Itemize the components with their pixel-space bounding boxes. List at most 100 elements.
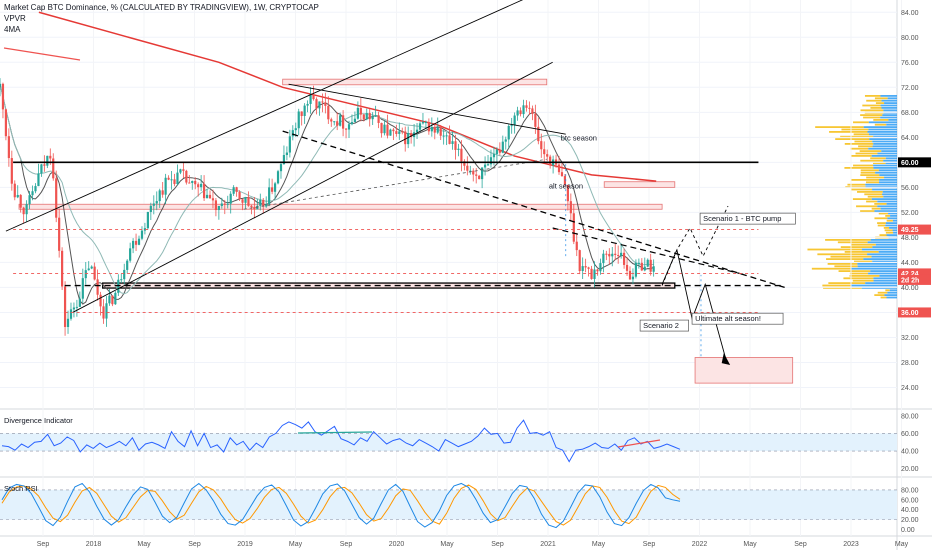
vpvr-bar-down [868,147,897,150]
candle-body [318,101,321,109]
candle-body [282,155,286,165]
vpvr-bar-down [885,224,897,227]
candle-body [96,279,99,295]
candle-body [288,136,291,153]
dashed-trendline-main [282,130,785,289]
vpvr-bar-up [829,131,868,133]
vpvr-bar-up [850,147,869,150]
candle-body [395,131,398,134]
vpvr-bar-down [865,282,897,284]
candle-body [344,128,348,130]
candle-body [25,204,28,215]
y-tick-label: 60.00 [901,497,919,504]
divergence-segment [3,47,81,61]
candle-body [448,135,451,144]
candle-body [549,156,552,166]
candle-body [481,167,484,180]
candle-body [297,111,300,129]
vpvr-bar-up [864,95,881,97]
candle-body [504,139,507,142]
vpvr-bar-down [882,114,897,116]
vpvr-bar-down [873,143,897,145]
ma-label: 4MA [4,25,21,34]
candle-body [19,194,22,208]
vpvr-bar-up [884,229,893,232]
candle-body [4,109,8,137]
vpvr-bar-up [807,248,862,251]
vpvr-bar-down [880,104,897,107]
y-tick-label: 56.00 [901,185,919,192]
vpvr-bar-up [860,159,884,162]
divergence-line [1,419,681,463]
vpvr-bar-down [870,239,897,241]
candle-body [336,121,339,126]
candle-body [617,254,620,256]
candle-body [383,124,386,134]
chart-title: Market Cap BTC Dominance, % (CALCULATED … [4,3,319,12]
vpvr-bar-down [881,150,897,152]
candle-body [522,105,525,115]
vpvr-bar-up [885,215,891,217]
candle-body [134,240,138,245]
candle-body [220,203,223,206]
candle-body [584,266,587,268]
candle-body [46,155,49,166]
candle-body [333,121,336,123]
stoch-title: Stoch RSI [4,484,38,493]
candle-body [244,197,247,203]
candle-body [418,123,422,130]
y-tick-label: 32.00 [901,335,919,342]
vpvr-bar-up [860,171,876,174]
vpvr-bar-down [879,179,897,181]
candle-body [140,230,144,239]
vpvr-bar-up [870,107,882,109]
candle-body [575,241,578,251]
vpvr-bar-down [890,215,897,217]
candle-body [445,135,448,137]
candle-body [407,133,410,145]
vpvr-bar-down [872,145,897,148]
candle-body [486,164,490,166]
vpvr-bar-up [838,270,871,272]
x-tick-label: 2021 [540,541,556,548]
y-tick-label: 40.00 [901,449,919,456]
candle-body [303,105,306,117]
vpvr-bar-up [825,239,871,241]
candle-body [605,253,608,255]
candle-body [13,183,16,198]
y-tick-label: 52.00 [901,210,919,217]
candle-body [279,164,283,172]
vpvr-bar-down [877,205,897,208]
vpvr-bar-down [863,258,897,260]
candle-body [114,292,117,305]
vpvr-bar-down [882,191,897,193]
candle-body [232,187,235,194]
vpvr-bar-down [881,99,897,102]
vpvr-bar-down [857,263,897,265]
candle-body [634,262,638,277]
vpvr-bar-down [874,210,897,212]
vpvr-bar-down [868,128,897,131]
vpvr-bar-down [886,203,897,205]
vpvr-bar-up [844,167,874,169]
candle-body [611,253,614,257]
vpvr-bar-down [878,251,897,253]
vpvr-bar-down [872,140,897,143]
vpvr-bar-up [874,123,887,126]
vpvr-bar-up [885,231,894,234]
candle-body [117,279,120,293]
vpvr-bar-down [892,229,897,232]
vpvr-bar-down [886,234,897,236]
candle-body [108,295,111,304]
annotation-box [691,312,784,325]
candle-body [93,266,96,280]
candle-body [347,124,351,130]
vpvr-bar-up [860,210,875,212]
candle-body [182,169,185,171]
candle-body [211,198,215,201]
vpvr-bar-down [867,241,897,244]
candle-body [472,170,475,175]
candle-body [55,178,58,218]
